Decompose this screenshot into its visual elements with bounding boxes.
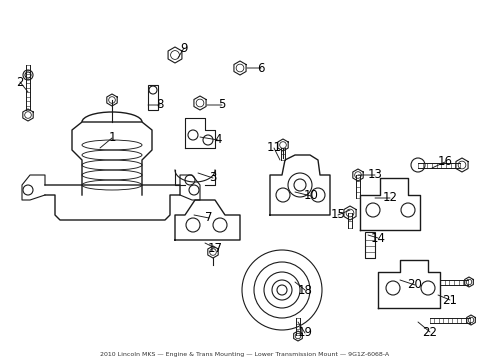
Text: 7: 7 (205, 211, 212, 225)
Text: 19: 19 (297, 327, 312, 339)
Text: 2010 Lincoln MKS — Engine & Trans Mounting — Lower Transmission Mount — 9G1Z-606: 2010 Lincoln MKS — Engine & Trans Mounti… (100, 352, 388, 357)
Text: 10: 10 (303, 189, 318, 202)
Text: 1: 1 (108, 131, 116, 144)
Text: 18: 18 (297, 284, 312, 297)
Text: 13: 13 (367, 168, 382, 181)
Text: 9: 9 (180, 41, 187, 54)
Bar (148, 85, 158, 110)
Text: 17: 17 (207, 242, 222, 255)
Text: 11: 11 (266, 141, 281, 154)
Text: 12: 12 (382, 192, 397, 204)
Bar (364, 232, 374, 258)
Text: 14: 14 (370, 231, 385, 244)
Text: 15: 15 (330, 208, 345, 221)
Text: 22: 22 (422, 325, 437, 338)
Text: 20: 20 (407, 279, 422, 292)
Text: 4: 4 (214, 134, 221, 147)
Text: 5: 5 (218, 99, 225, 112)
Text: 16: 16 (437, 156, 451, 168)
Text: 6: 6 (257, 62, 264, 75)
Text: 3: 3 (209, 171, 216, 184)
Text: 21: 21 (442, 293, 457, 306)
Text: 2: 2 (16, 76, 24, 89)
Text: 8: 8 (156, 99, 163, 112)
